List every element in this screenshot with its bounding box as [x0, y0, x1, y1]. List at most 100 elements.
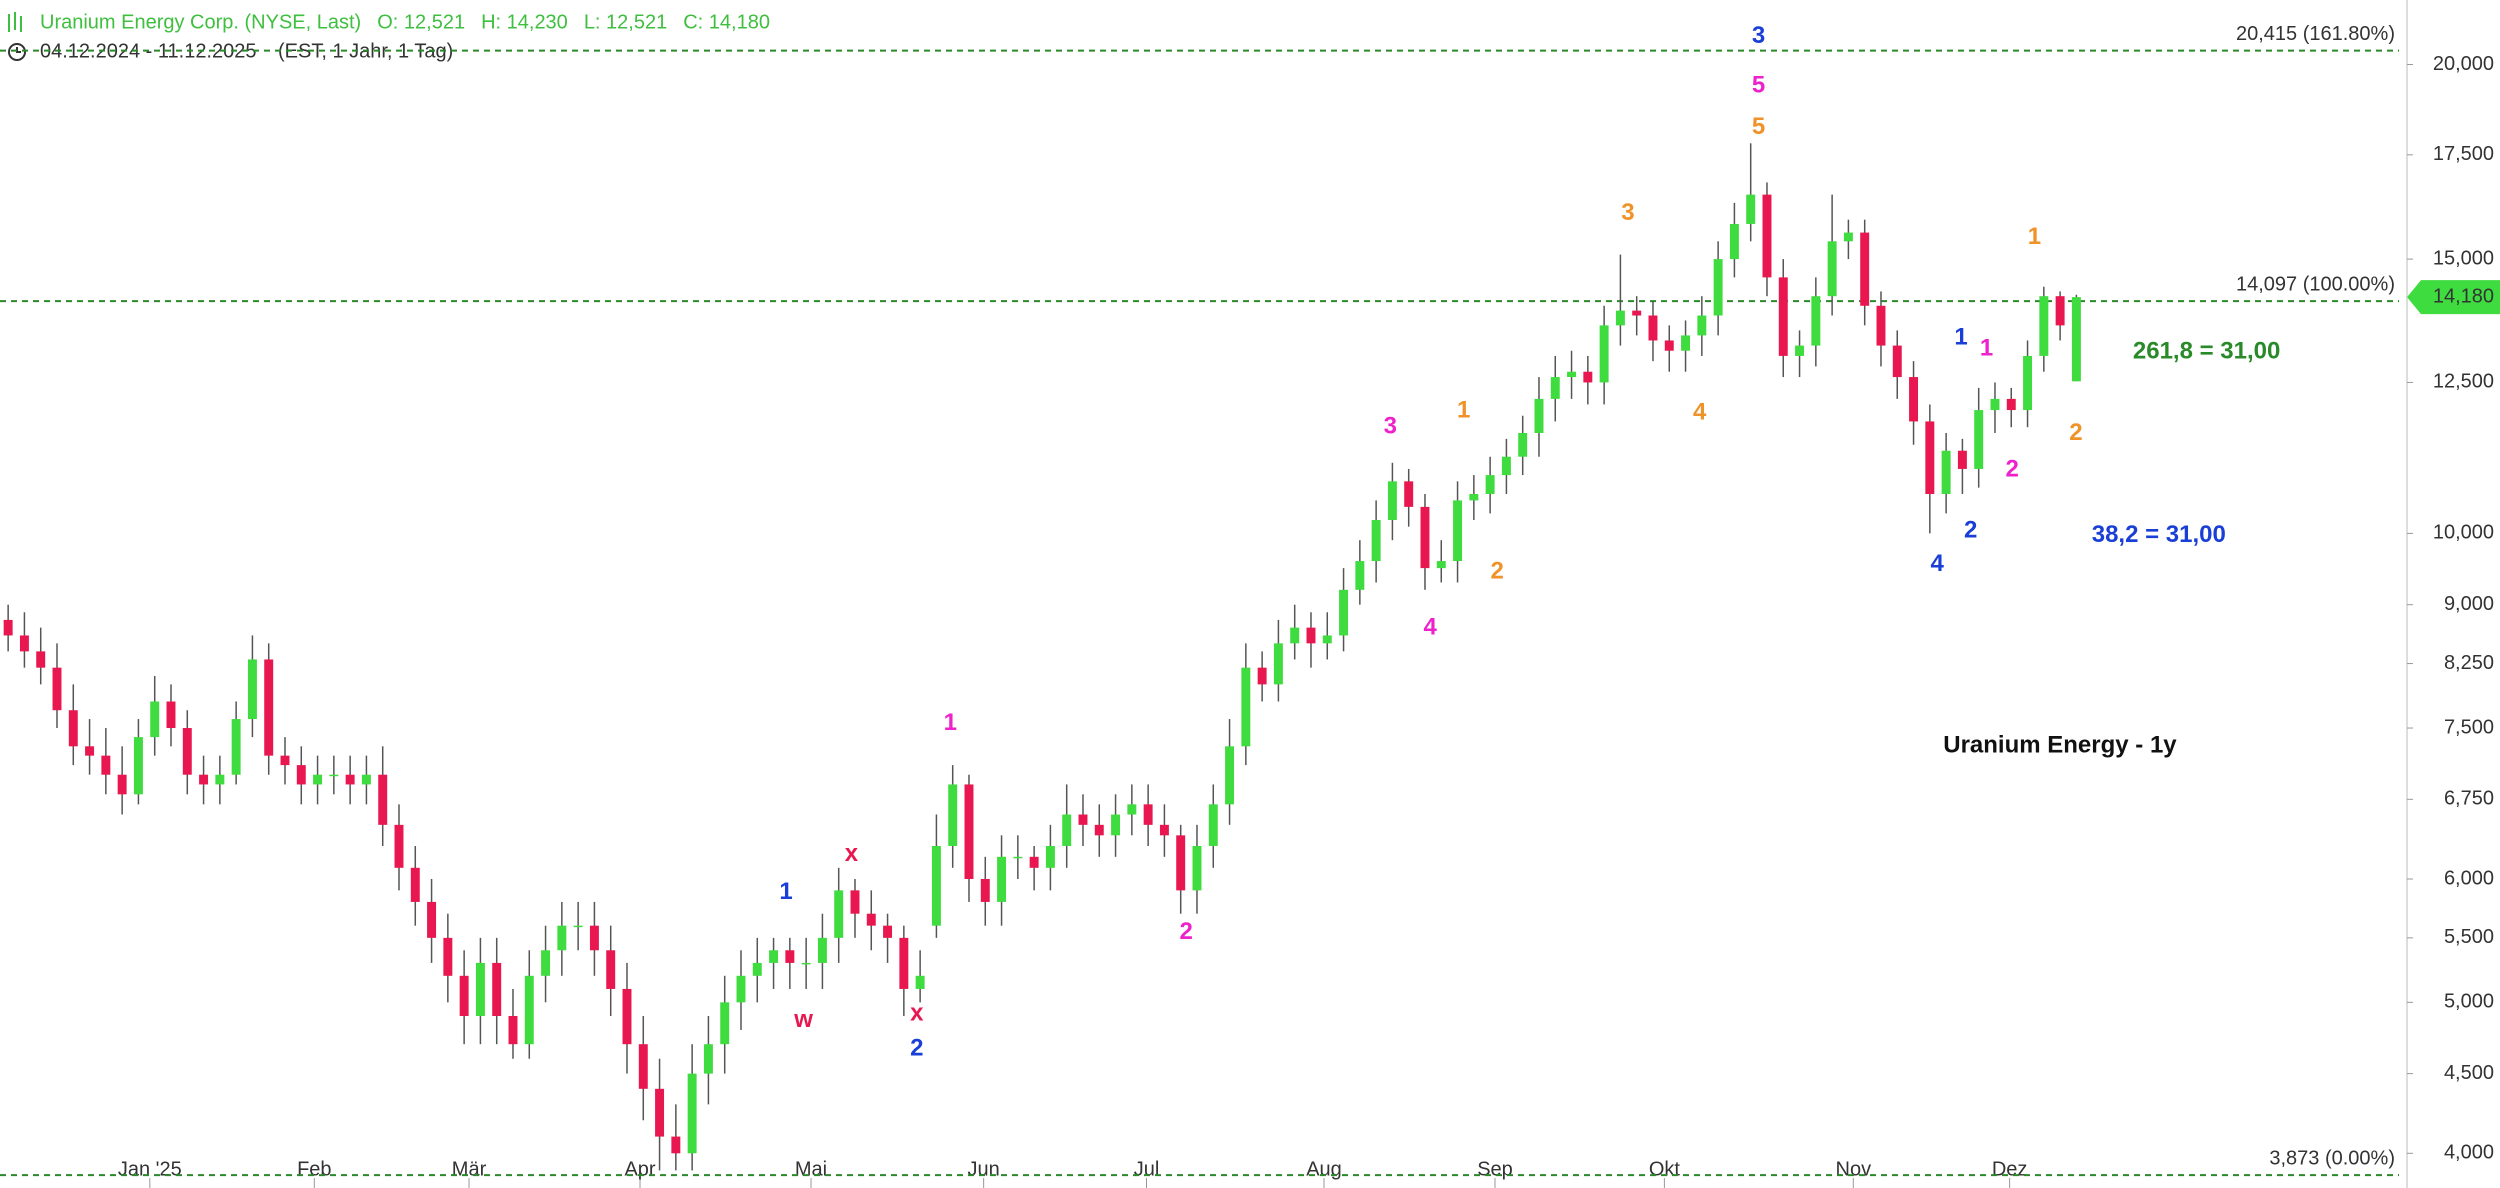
candle-body [1241, 667, 1251, 747]
header-ohlc: H: 14,230 [481, 11, 568, 33]
annotation: 4 [1423, 614, 1437, 641]
candle-body [1501, 456, 1511, 476]
candle-body [1322, 635, 1332, 644]
candle-body [1990, 398, 2000, 411]
candle-body [866, 913, 876, 926]
x-tick-label: Aug [1306, 1158, 1342, 1180]
header-ohlc: C: 14,180 [683, 11, 770, 33]
candle-body [1062, 814, 1072, 846]
annotation: 3 [1621, 199, 1634, 226]
candle-body [931, 845, 941, 926]
annotation: 5 [1752, 113, 1765, 140]
candle-body [736, 975, 746, 1003]
candle-body [1599, 325, 1609, 383]
annotation: 3 [1384, 413, 1397, 440]
candle-body [980, 878, 990, 902]
candle-body [1567, 371, 1577, 378]
x-tick-label: Mär [452, 1158, 487, 1180]
candle-body [378, 774, 388, 825]
annotation: 2 [2069, 419, 2082, 446]
candle-body [1339, 589, 1349, 636]
candle-body [2039, 296, 2049, 356]
candle-body [524, 975, 534, 1045]
candle-body [280, 755, 290, 766]
level-label: 3,873 (0.00%) [2269, 1147, 2395, 1169]
candle-body [296, 765, 306, 785]
annotation: x [910, 999, 924, 1026]
clock-icon [8, 43, 26, 61]
candle-body [2055, 296, 2065, 326]
y-tick-label: 8,250 [2444, 652, 2494, 674]
header-icon [8, 12, 22, 32]
clock-hand [16, 47, 21, 53]
candle-body [1013, 856, 1023, 859]
candle-body [1078, 814, 1088, 825]
candle-body [948, 784, 958, 846]
candle-body [573, 925, 583, 928]
annotation: 2 [1964, 516, 1977, 543]
candle-body [850, 890, 860, 914]
x-tick-label: Sep [1477, 1158, 1513, 1180]
annotation: 3 [1752, 22, 1765, 49]
candle-body [1550, 377, 1560, 399]
candle-body [1827, 241, 1837, 297]
annotation: 1 [1980, 335, 1993, 362]
candle-body [1811, 296, 1821, 346]
annotation: x [845, 840, 859, 867]
annotation: 1 [1954, 323, 1967, 350]
y-tick-label: 15,000 [2433, 247, 2494, 269]
candle-body [1925, 421, 1935, 494]
candle-body [394, 824, 404, 868]
candle-body [1957, 450, 1967, 469]
candle-body [1664, 340, 1674, 351]
candle-body [834, 890, 844, 938]
candle-body [182, 728, 192, 775]
candle-body [1974, 410, 1984, 469]
header-ohlc: O: 12,521 [377, 11, 465, 33]
candle-body [1729, 223, 1739, 260]
x-tick-label: Okt [1649, 1158, 1681, 1180]
x-tick-label: Mai [795, 1158, 827, 1180]
candle-body [671, 1136, 681, 1154]
header-title: Uranium Energy Corp. (NYSE, Last) [40, 11, 361, 33]
candle-body [1420, 506, 1430, 569]
candle-body [1518, 432, 1528, 457]
candle-body [1029, 856, 1039, 868]
candle-body [117, 774, 127, 795]
annotation: 261,8 = 31,00 [2133, 338, 2280, 365]
candle-body [769, 950, 779, 963]
candle-body [964, 784, 974, 879]
x-tick-label: Jul [1134, 1158, 1160, 1180]
annotation: 1 [779, 878, 792, 905]
candle-body [1843, 232, 1853, 242]
candle-body [1746, 194, 1756, 224]
annotation: 5 [1752, 71, 1765, 98]
y-tick-label: 12,500 [2433, 371, 2494, 393]
candle-body [1273, 643, 1283, 685]
candle-body [443, 937, 453, 976]
candle-body [36, 651, 46, 668]
annotation: w [793, 1006, 813, 1033]
candle-body [1860, 232, 1870, 306]
candle-body [703, 1044, 713, 1074]
annotation: Uranium Energy - 1y [1943, 732, 2177, 759]
annotation: 1 [1457, 397, 1470, 424]
y-tick-label: 10,000 [2433, 522, 2494, 544]
candle-body [68, 710, 78, 747]
candle-body [329, 774, 339, 777]
candle-body [1583, 371, 1593, 383]
y-tick-label: 5,500 [2444, 926, 2494, 948]
y-tick-label: 4,500 [2444, 1062, 2494, 1084]
candle-body [1225, 746, 1235, 805]
x-tick-label: Apr [624, 1158, 655, 1180]
candle-body [2071, 297, 2081, 382]
candle-body [817, 937, 827, 963]
candle-body [1469, 493, 1479, 501]
candle-body [1290, 627, 1300, 644]
candle-body [2023, 355, 2033, 411]
y-tick-label: 20,000 [2433, 53, 2494, 75]
level-label: 14,097 (100.00%) [2236, 273, 2395, 295]
candle-body [557, 925, 567, 951]
candle-body [785, 950, 795, 963]
candle-body [1453, 500, 1463, 562]
